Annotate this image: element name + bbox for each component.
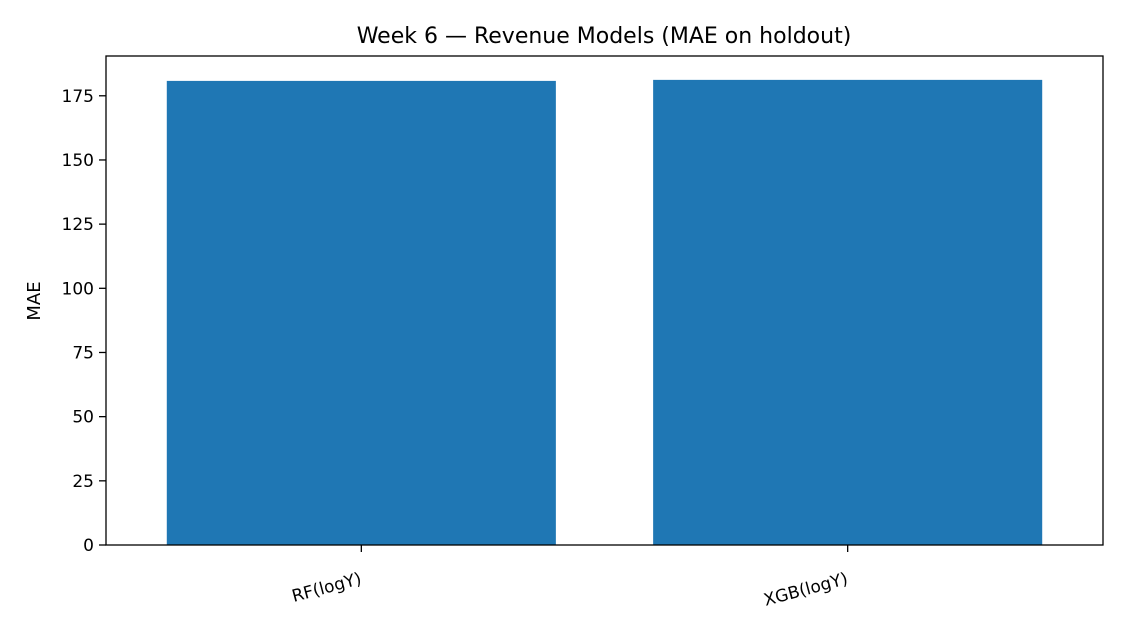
y-axis: 0 25 50 75 100 125 150 175 [62,87,106,556]
y-tick-label-5: 125 [62,215,94,235]
y-tick-label-1: 25 [72,472,94,492]
y-tick-label-4: 100 [62,279,94,299]
x-tick-label-0: RF(logY) [290,569,364,607]
bars-group [166,79,1043,546]
x-axis: RF(logY) XGB(logY) [290,545,850,611]
y-tick-label-6: 150 [62,151,94,171]
y-tick-label-0: 0 [83,536,94,556]
y-tick-label-3: 75 [72,343,94,363]
plot-frame [105,55,1104,546]
bar-0 [166,80,556,545]
chart-title: Week 6 — Revenue Models (MAE on holdout) [357,24,852,49]
y-tick-label-2: 50 [72,408,94,428]
y-tick-label-7: 175 [62,87,94,107]
x-tick-label-1: XGB(logY) [762,569,850,611]
y-axis-label: MAE [24,281,45,320]
bar-1 [653,79,1043,546]
